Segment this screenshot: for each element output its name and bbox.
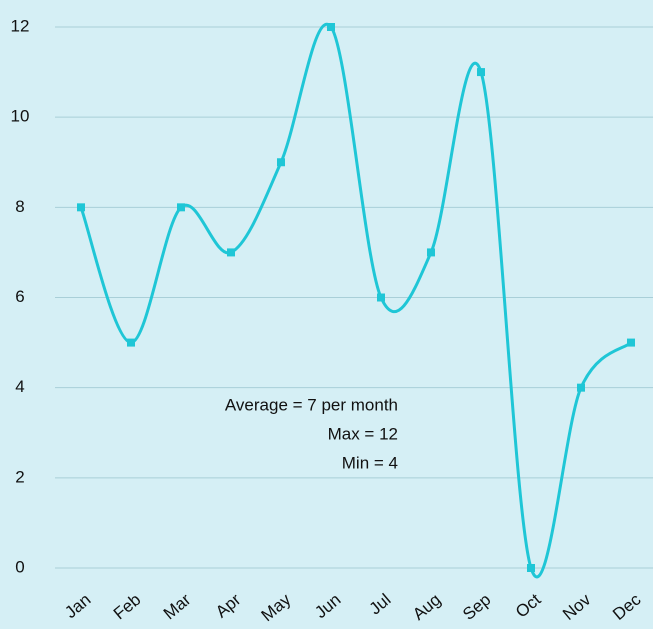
annotation: Max = 12	[328, 424, 398, 443]
x-tick-label: Dec	[609, 590, 645, 624]
x-tick-label: Feb	[110, 590, 145, 623]
point-marker	[327, 23, 335, 31]
series-line	[79, 22, 633, 579]
point-marker	[227, 248, 235, 257]
y-tick-label: 10	[11, 107, 30, 126]
point-marker	[577, 383, 585, 392]
x-tick-label: Apr	[212, 590, 245, 622]
y-tick-label: 0	[15, 557, 24, 576]
point-marker	[477, 68, 485, 77]
y-tick-label: 12	[11, 16, 30, 35]
point-marker	[77, 203, 85, 212]
x-tick-label: Jan	[61, 590, 94, 622]
point-marker	[427, 248, 435, 257]
x-tick-label: Jun	[311, 590, 344, 622]
y-tick-label: 6	[15, 287, 24, 306]
y-tick-label: 2	[15, 467, 24, 486]
x-tick-label: May	[258, 590, 295, 626]
point-marker	[377, 293, 385, 302]
y-tick-label: 8	[15, 197, 24, 216]
point-marker	[127, 338, 135, 347]
x-tick-label: Nov	[559, 590, 595, 624]
x-tick-label: Aug	[409, 590, 444, 624]
x-tick-label: Jul	[366, 590, 395, 619]
x-tick-label: Oct	[512, 590, 545, 622]
x-tick-label: Sep	[459, 590, 494, 624]
annotation: Min = 4	[342, 453, 398, 472]
y-tick-label: 4	[15, 377, 24, 396]
point-marker	[177, 203, 185, 212]
point-marker	[527, 564, 535, 572]
x-tick-label: Mar	[160, 590, 195, 624]
point-marker	[277, 158, 285, 167]
annotation: Average = 7 per month	[225, 395, 398, 414]
point-marker	[627, 338, 635, 347]
